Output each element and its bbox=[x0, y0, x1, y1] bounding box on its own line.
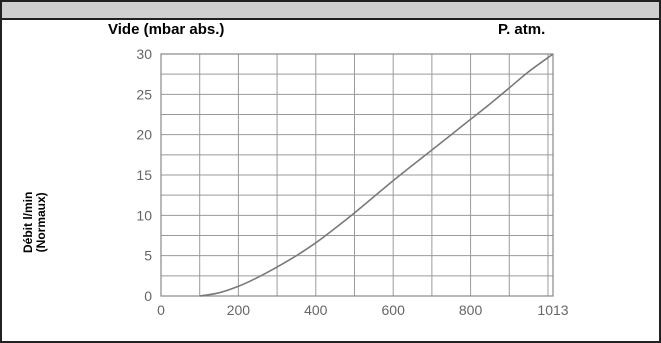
x-tick-label: 1013 bbox=[537, 302, 568, 318]
x-tick-label: 600 bbox=[382, 302, 406, 318]
header-bar bbox=[2, 2, 659, 20]
y-tick-label: 30 bbox=[136, 46, 152, 62]
x-tick-label: 0 bbox=[157, 302, 165, 318]
y-tick-label: 25 bbox=[136, 86, 152, 102]
x-axis-title: Vide (mbar abs.) bbox=[108, 21, 225, 38]
series-group bbox=[199, 53, 554, 297]
x-tick-labels: 0 200 400 600 800 1013 bbox=[157, 302, 569, 318]
atmospheric-pressure-label: P. atm. bbox=[498, 21, 546, 38]
y-tick-label: 20 bbox=[136, 127, 152, 143]
y-tick-label: 5 bbox=[144, 248, 152, 264]
x-tick-label: 400 bbox=[304, 302, 328, 318]
grid bbox=[161, 54, 553, 296]
y-tick-labels: 0 5 10 15 20 25 30 bbox=[136, 46, 152, 304]
y-tick-label: 15 bbox=[136, 167, 152, 183]
y-tick-label: 0 bbox=[144, 288, 152, 304]
plot-area-border bbox=[160, 53, 554, 297]
x-tick-label: 200 bbox=[227, 302, 251, 318]
x-tick-label: 800 bbox=[459, 302, 483, 318]
plot-area-rect bbox=[160, 53, 554, 297]
y-tick-label: 10 bbox=[136, 207, 152, 223]
flow-curve-line bbox=[199, 53, 554, 297]
